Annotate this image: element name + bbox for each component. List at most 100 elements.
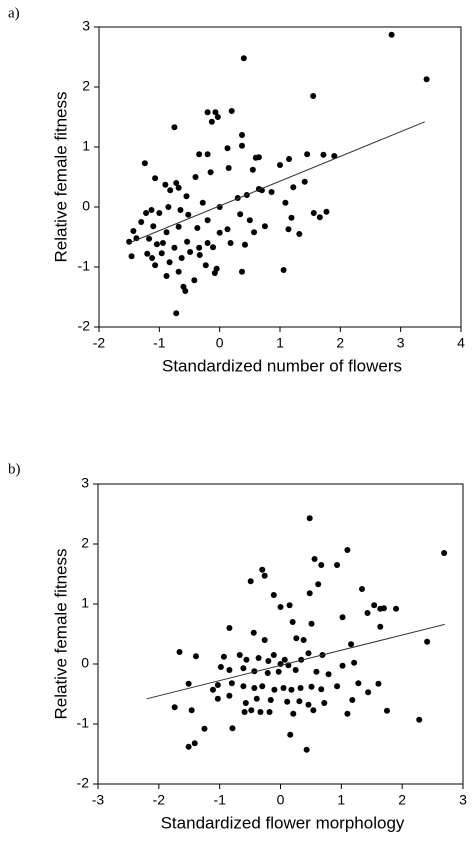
y-tick-label: 3: [81, 475, 89, 491]
point: [285, 226, 292, 233]
point: [184, 238, 191, 245]
y-tick-label: 1: [81, 595, 89, 611]
point: [163, 229, 170, 236]
point: [225, 165, 232, 171]
point: [264, 670, 271, 676]
point: [308, 683, 315, 690]
point: [238, 132, 245, 138]
y-axis-title: Relative female fitness: [51, 91, 70, 262]
point: [334, 683, 341, 690]
point: [339, 614, 346, 621]
point: [257, 709, 264, 715]
point: [159, 240, 166, 246]
point: [217, 664, 224, 670]
x-axis-title: Standardized flower morphology: [161, 813, 405, 832]
point: [286, 156, 293, 162]
point: [259, 683, 266, 690]
y-tick-label: 2: [82, 78, 90, 94]
point: [308, 620, 315, 627]
point: [156, 210, 163, 216]
point: [313, 668, 320, 675]
point: [349, 697, 356, 703]
point: [182, 288, 189, 294]
point: [300, 637, 307, 643]
point: [364, 610, 371, 616]
point: [286, 602, 293, 609]
point: [277, 162, 283, 168]
point: [171, 124, 178, 131]
point: [152, 175, 159, 182]
point: [416, 716, 423, 723]
point: [177, 207, 184, 213]
point: [226, 692, 233, 699]
point: [316, 214, 323, 221]
point: [359, 586, 366, 592]
point: [251, 229, 258, 236]
point: [355, 680, 362, 687]
y-tick-label: -2: [78, 318, 91, 334]
point: [280, 685, 287, 691]
point: [211, 270, 218, 276]
point: [171, 244, 178, 251]
point: [248, 707, 255, 714]
x-tick-label: -2: [93, 335, 106, 351]
point: [441, 550, 448, 556]
point: [224, 145, 231, 152]
point: [261, 572, 268, 579]
point: [265, 658, 272, 664]
point: [253, 695, 260, 702]
point: [199, 199, 206, 206]
point: [126, 238, 133, 245]
point: [173, 180, 180, 186]
point: [281, 656, 288, 663]
point: [270, 652, 277, 658]
point: [321, 700, 328, 706]
point: [163, 273, 170, 279]
point: [166, 259, 173, 266]
point: [306, 590, 313, 597]
point: [196, 244, 203, 251]
point: [128, 253, 135, 260]
point: [261, 637, 268, 643]
point: [204, 109, 211, 116]
point: [261, 223, 268, 230]
point: [220, 653, 227, 660]
point: [383, 707, 390, 714]
point: [323, 208, 330, 215]
point: [243, 656, 250, 663]
point: [424, 638, 431, 645]
point: [331, 153, 338, 159]
point: [216, 229, 223, 236]
point: [318, 686, 325, 693]
y-tick-label: 0: [81, 655, 89, 671]
x-tick-label: 2: [336, 335, 344, 351]
point: [138, 219, 145, 225]
y-tick-label: -2: [77, 775, 90, 791]
point: [311, 556, 318, 562]
point: [192, 174, 199, 180]
point: [288, 214, 295, 221]
x-tick-label: 1: [337, 792, 345, 808]
point: [240, 683, 247, 690]
point: [192, 653, 199, 660]
point: [249, 166, 256, 173]
point: [210, 244, 217, 251]
point: [153, 241, 160, 248]
point: [241, 709, 248, 715]
point: [204, 151, 211, 158]
x-tick-label: -2: [153, 792, 166, 808]
point: [305, 650, 312, 657]
point: [271, 686, 278, 693]
point: [185, 743, 192, 750]
point: [310, 210, 317, 216]
point: [191, 277, 198, 284]
point: [296, 231, 303, 237]
point: [162, 181, 169, 188]
point: [191, 740, 198, 747]
point: [289, 619, 296, 625]
point: [339, 662, 346, 669]
point: [377, 605, 384, 612]
x-tick-label: 2: [398, 792, 406, 808]
point: [152, 262, 159, 269]
point: [175, 223, 182, 230]
